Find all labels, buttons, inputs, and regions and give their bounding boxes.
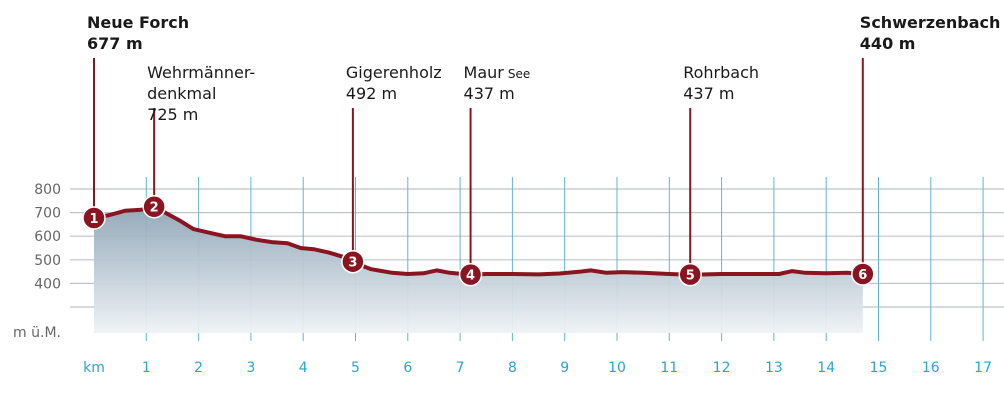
waypoint-marker	[458, 262, 483, 287]
waypoint-number: 5	[686, 269, 695, 284]
y-tick-label: 700	[34, 206, 61, 222]
waypoint-name: Gigerenholz	[346, 63, 442, 82]
elevation-area	[94, 206, 863, 333]
x-tick-label: 5	[351, 360, 360, 376]
waypoint-elevation: 437 m	[464, 84, 515, 103]
x-tick-label: 17	[974, 360, 992, 376]
x-tick-label: 16	[922, 360, 940, 376]
y-tick-label: 400	[34, 276, 61, 292]
x-tick-label: 6	[403, 360, 412, 376]
x-tick-label: 15	[870, 360, 888, 376]
x-tick-label: 10	[608, 360, 626, 376]
waypoint-marker	[341, 249, 365, 274]
waypoint-marker	[142, 194, 166, 219]
waypoint-number: 6	[858, 268, 867, 283]
x-tick-label: 9	[560, 360, 569, 376]
x-tick-label: 13	[765, 360, 783, 376]
waypoint-name: Rohrbach	[683, 63, 759, 82]
elevation-line	[92, 204, 865, 277]
area-layer	[94, 206, 863, 333]
waypoint-marker	[82, 206, 106, 230]
waypoint-elevation: 677 m	[87, 34, 143, 53]
x-axis-label: km	[83, 360, 105, 376]
waypoint-marker	[678, 262, 702, 287]
x-tick-label: 14	[817, 360, 835, 376]
line-layer	[92, 204, 865, 277]
waypoint-name: Maur See	[464, 63, 531, 82]
waypoint-elevation: 725 m	[147, 105, 198, 124]
x-tick-label: 12	[713, 360, 731, 376]
x-tick-label: 3	[246, 360, 255, 376]
waypoint-name-line2: denkmal	[147, 84, 216, 103]
y-tick-label: 800	[34, 182, 61, 198]
x-tick-label: 8	[508, 360, 517, 376]
x-tick-label: 2	[194, 360, 203, 376]
waypoint-number: 2	[150, 201, 159, 216]
x-tick-label: 11	[660, 360, 678, 376]
waypoint-connectors	[93, 58, 864, 275]
waypoint-markers: 1 2 3 4 5 6	[82, 194, 875, 287]
waypoint-name: Neue Forch	[87, 13, 189, 32]
y-axis-label: m ü.M.	[13, 325, 61, 341]
x-tick-label: 4	[299, 360, 308, 376]
waypoint-name-suffix: See	[508, 67, 530, 81]
waypoint-marker	[851, 262, 875, 286]
x-tick-label: 7	[456, 360, 465, 376]
x-tick-label: 1	[142, 360, 151, 376]
waypoint-number: 1	[89, 212, 98, 227]
waypoint-elevation: 440 m	[860, 34, 916, 53]
waypoint-name: Schwerzenbach	[860, 13, 1001, 32]
waypoint-name: Wehrmänner-	[147, 63, 255, 82]
waypoint-number: 4	[466, 269, 475, 284]
y-tick-label: 500	[34, 253, 61, 269]
waypoint-number: 3	[348, 256, 357, 271]
y-tick-label: 600	[34, 229, 61, 245]
waypoint-elevation: 437 m	[683, 84, 734, 103]
waypoint-elevation: 492 m	[346, 84, 397, 103]
